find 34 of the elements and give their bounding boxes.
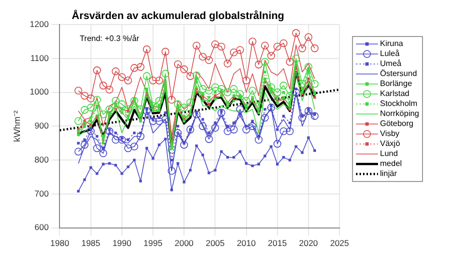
y-tick-label: 1100 — [30, 52, 49, 63]
y-tick-label: 600 — [34, 222, 49, 232]
legend-label: Göteborg — [380, 119, 414, 129]
x-tick-label: 1990 — [112, 238, 132, 248]
y-tick-label: 1000 — [30, 86, 49, 97]
x-tick-label: 1985 — [81, 238, 101, 248]
legend-label: Växjö — [380, 139, 400, 149]
x-tick-label: 2020 — [298, 238, 318, 248]
legend-label: medel — [380, 159, 402, 169]
y-tick-label: 900 — [34, 120, 49, 131]
legend-label: Karlstad — [380, 89, 410, 99]
x-tick-label: 2015 — [268, 238, 288, 248]
legend-label: Lund — [380, 149, 398, 159]
legend-label: Luleå — [380, 49, 400, 59]
x-tick-label: 1995 — [144, 238, 163, 248]
y-tick-label: 1200 — [30, 18, 49, 29]
x-tick-label: 1980 — [50, 238, 70, 248]
legend-label: Östersund — [380, 69, 417, 79]
legend-label: Umeå — [380, 59, 402, 69]
x-tick-label: 2005 — [206, 238, 225, 248]
x-tick-label: 2000 — [174, 238, 194, 248]
legend-label: linjär — [380, 169, 397, 179]
annotation: Trend: +0.3 %/år — [80, 34, 140, 43]
legend-label: Stockholm — [380, 99, 418, 109]
y-tick-label: 800 — [34, 154, 49, 164]
legend-label: Kiruna — [380, 39, 404, 49]
x-tick-label: 2010 — [236, 238, 256, 248]
legend-label: Visby — [380, 129, 400, 139]
legend-label: Borlänge — [380, 79, 412, 89]
y-axis-title: kWhm⁻² — [12, 110, 22, 142]
chart-title: Årsvärden av ackumulerad globalstrålning — [72, 9, 284, 22]
legend-label: Norrköping — [380, 109, 420, 119]
x-tick-label: 2025 — [330, 238, 350, 248]
y-tick-label: 700 — [34, 188, 49, 198]
